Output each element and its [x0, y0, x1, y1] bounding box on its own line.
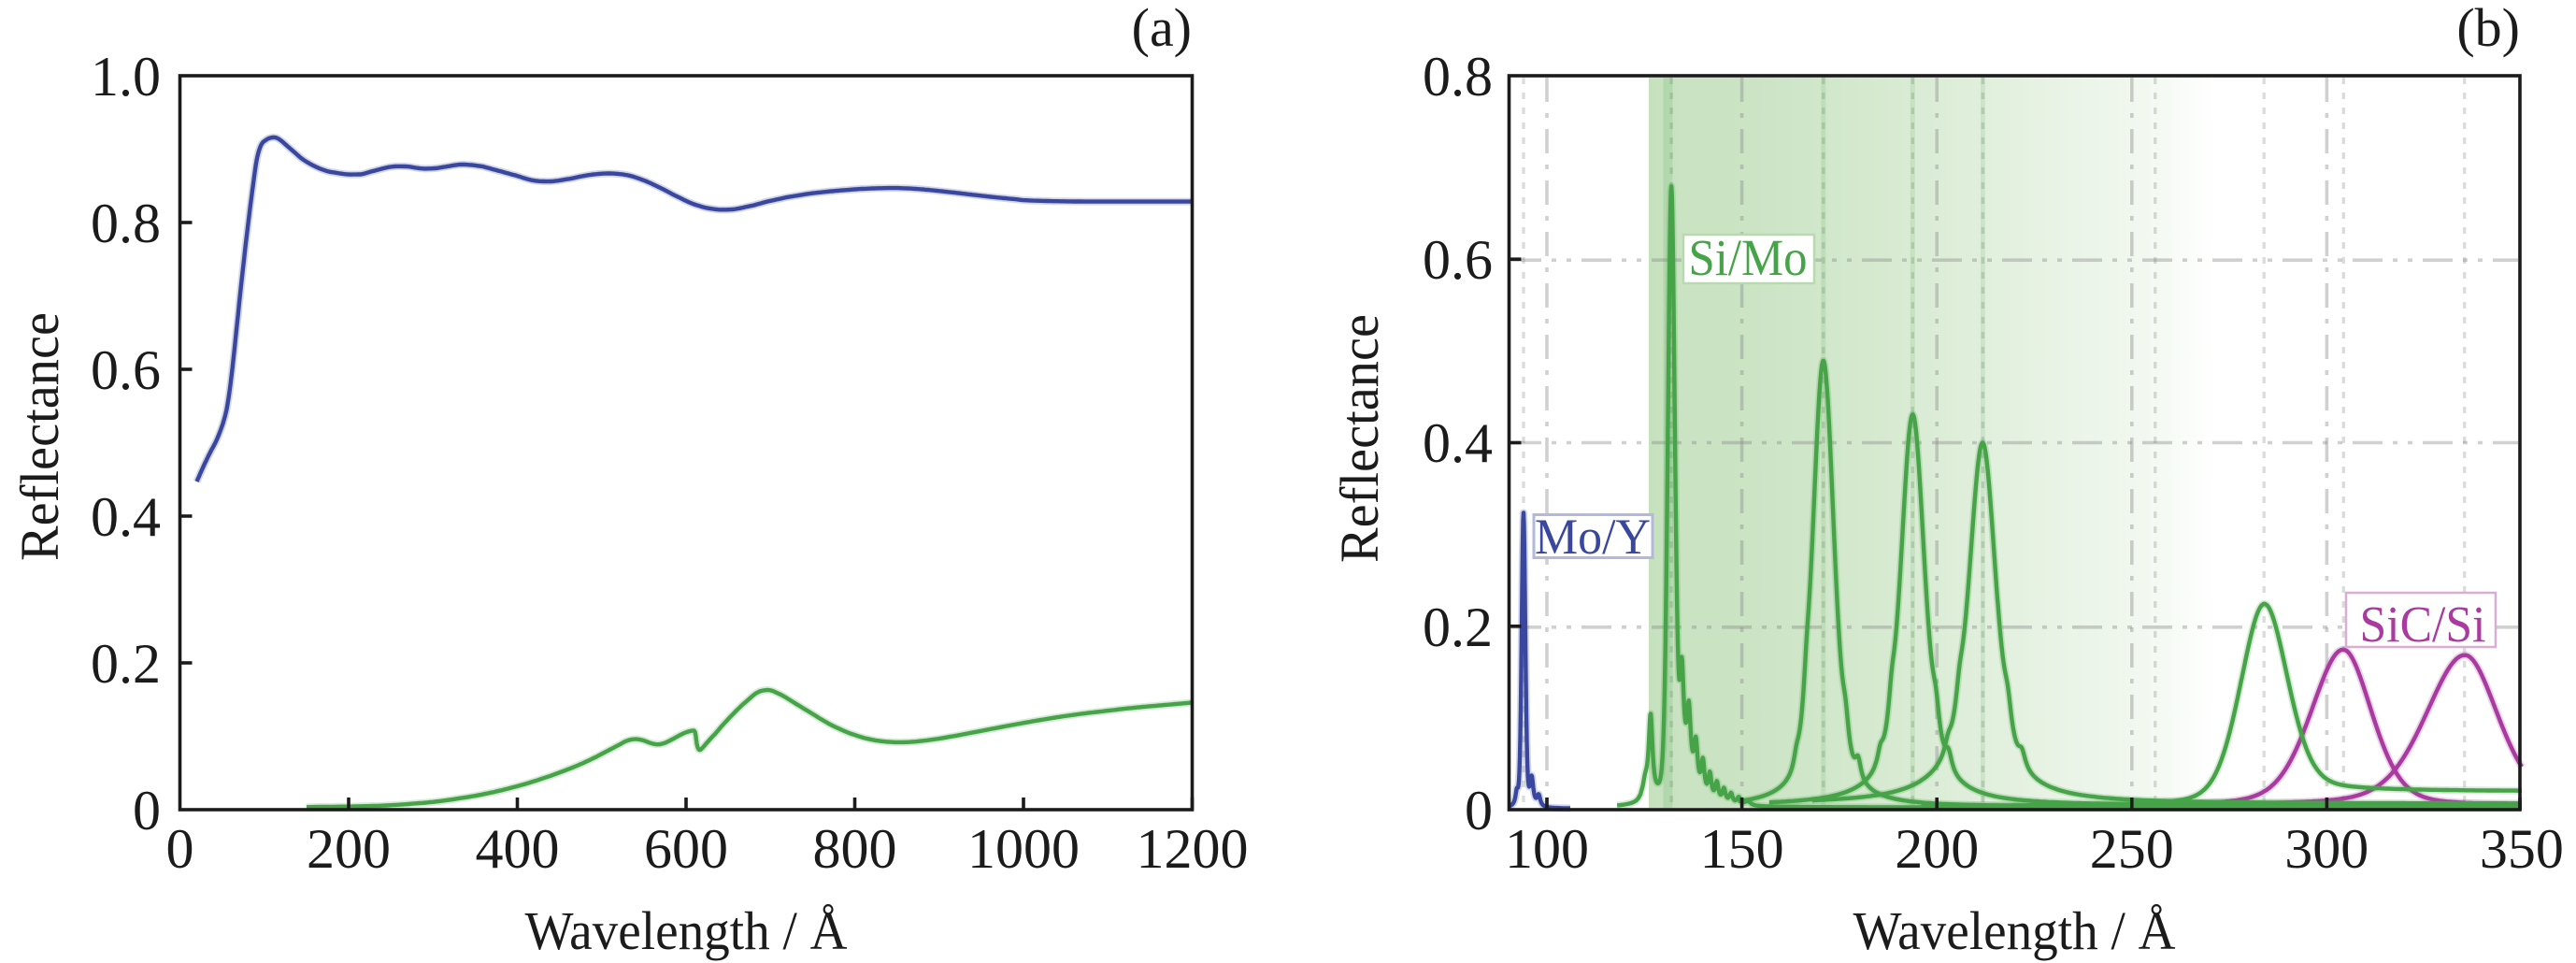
svg-text:Wavelength / Å: Wavelength / Å [525, 900, 848, 961]
svg-text:0.2: 0.2 [91, 633, 161, 695]
svg-text:1.0: 1.0 [91, 46, 161, 108]
svg-text:300: 300 [2284, 818, 2368, 880]
svg-text:200: 200 [307, 818, 391, 880]
svg-text:1000: 1000 [967, 818, 1080, 880]
svg-text:200: 200 [1895, 818, 1979, 880]
svg-text:Reflectance: Reflectance [9, 312, 70, 561]
svg-text:0.8: 0.8 [91, 193, 161, 254]
svg-text:Reflectance: Reflectance [1329, 314, 1390, 563]
svg-text:0: 0 [166, 818, 194, 880]
svg-text:0.8: 0.8 [1423, 46, 1493, 108]
svg-text:(b): (b) [2456, 0, 2520, 58]
svg-text:400: 400 [476, 818, 560, 880]
svg-text:0.6: 0.6 [1423, 229, 1493, 291]
svg-text:800: 800 [813, 818, 897, 880]
svg-text:(a): (a) [1132, 0, 1192, 58]
svg-text:0: 0 [1465, 780, 1493, 841]
svg-text:0: 0 [133, 780, 161, 841]
svg-text:100: 100 [1505, 818, 1589, 880]
svg-text:Wavelength / Å: Wavelength / Å [1853, 900, 2176, 961]
svg-text:1200: 1200 [1137, 818, 1249, 880]
svg-text:600: 600 [644, 818, 728, 880]
svg-text:0.2: 0.2 [1423, 596, 1493, 658]
svg-text:150: 150 [1700, 818, 1784, 880]
svg-text:250: 250 [2090, 818, 2174, 880]
svg-text:0.6: 0.6 [91, 339, 161, 401]
svg-text:350: 350 [2480, 818, 2564, 880]
svg-text:0.4: 0.4 [91, 486, 161, 548]
svg-text:Si/Mo: Si/Mo [1689, 229, 1808, 286]
svg-text:Mo/Y: Mo/Y [1535, 509, 1651, 565]
svg-text:0.4: 0.4 [1423, 412, 1493, 474]
svg-text:SiC/Si: SiC/Si [2360, 596, 2486, 653]
